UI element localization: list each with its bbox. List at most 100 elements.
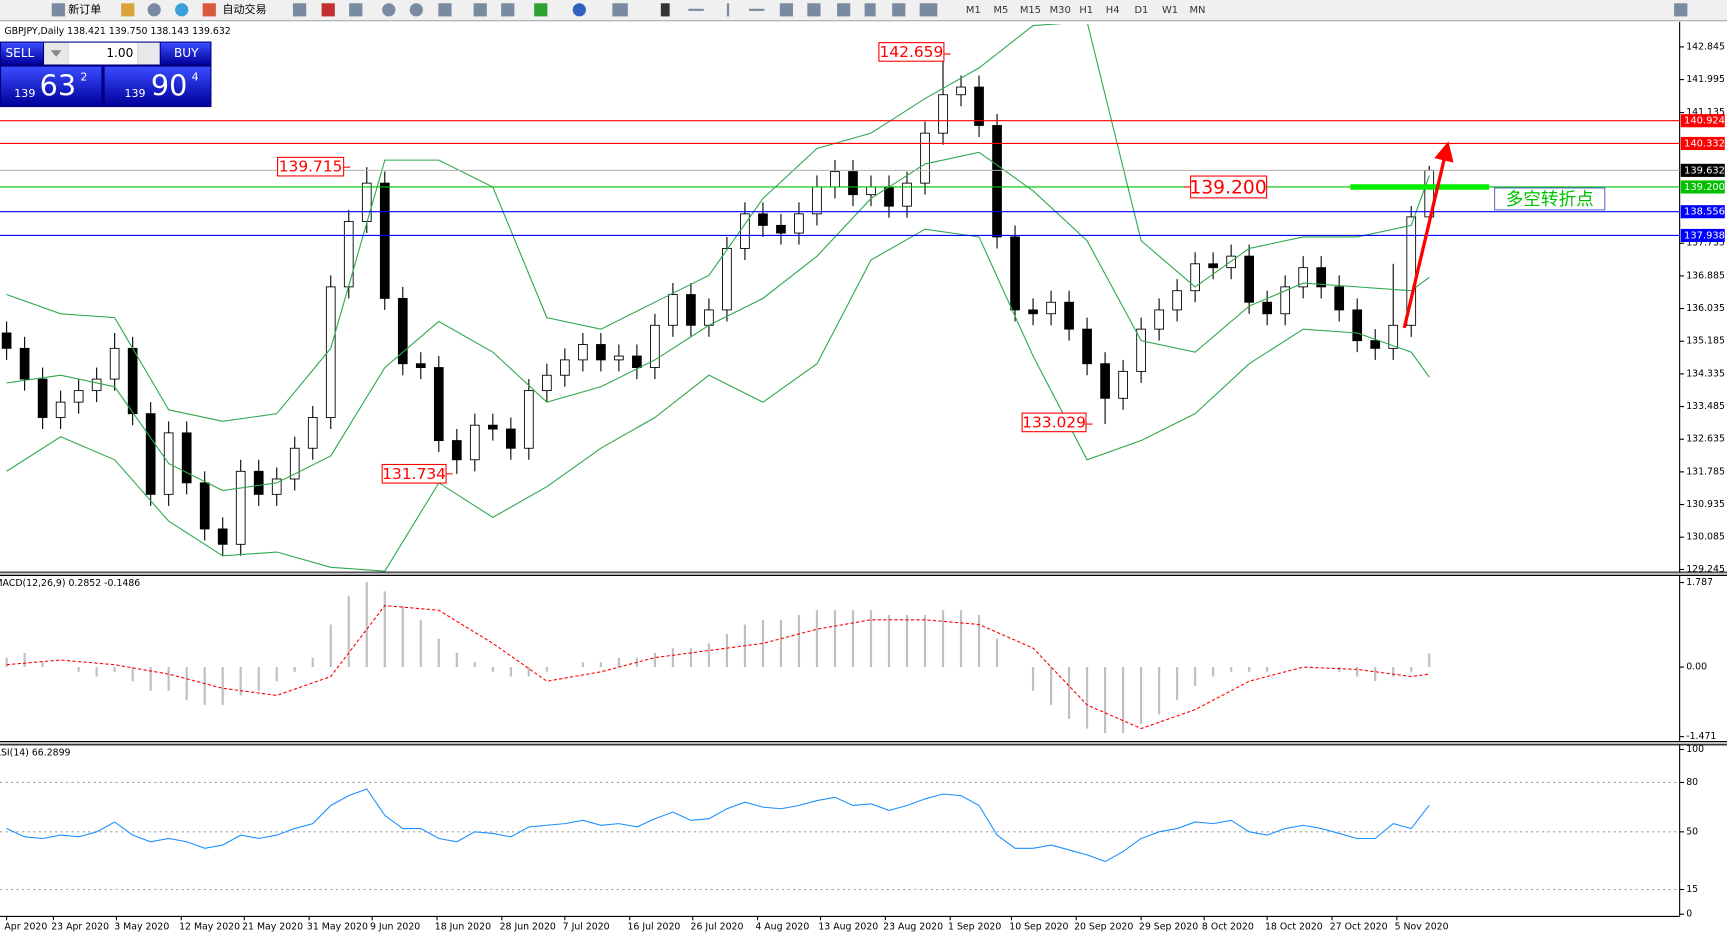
candle-body	[866, 186, 876, 196]
bollinger-upper	[6, 24, 1430, 422]
buy-button[interactable]	[160, 42, 211, 65]
panel-splitter	[0, 572, 1727, 575]
level-tag-label: 140.332	[1684, 138, 1725, 149]
y-tick-label: 137.735	[1686, 238, 1725, 249]
candle-body	[19, 347, 30, 380]
candle-body	[343, 221, 354, 288]
icon[interactable]	[534, 3, 548, 17]
candle-body	[271, 478, 282, 495]
x-tick-label: 1 Sep 2020	[948, 921, 1001, 932]
sell-price-box[interactable]	[1, 66, 102, 107]
x-tick-label: Apr 2020	[4, 921, 47, 932]
candle-body	[433, 367, 444, 442]
icon[interactable]	[919, 3, 938, 17]
candle-body	[469, 424, 480, 461]
x-tick-label: 28 Jun 2020	[500, 921, 556, 932]
x-tick-label: 18 Oct 2020	[1265, 921, 1323, 932]
bollinger-middle	[6, 151, 1430, 492]
icon[interactable]	[292, 3, 307, 17]
icon[interactable]	[51, 3, 65, 17]
candle-body	[542, 374, 552, 392]
macd-panel	[5, 581, 1431, 734]
lots-input[interactable]	[68, 42, 138, 65]
candle-body	[902, 182, 912, 207]
timeframe-button[interactable]: M1	[966, 5, 981, 16]
icon[interactable]	[121, 3, 135, 17]
toolbar-button[interactable]: 新订单	[68, 2, 101, 16]
sell-label: SELL	[6, 46, 35, 60]
icon[interactable]	[382, 3, 396, 17]
icon[interactable]	[438, 3, 452, 17]
timeframe-button[interactable]: M5	[993, 5, 1008, 16]
bid-fraction: 2	[80, 71, 87, 84]
lots-spinner[interactable]	[137, 42, 160, 65]
icon[interactable]	[688, 8, 704, 11]
candle-body	[1136, 328, 1146, 372]
timeframe-button[interactable]: D1	[1134, 5, 1148, 16]
candle-body	[415, 363, 426, 368]
timeframe-button[interactable]: M30	[1050, 5, 1071, 16]
y-tick-label: 50	[1686, 826, 1698, 837]
candle-body	[1244, 255, 1255, 303]
candle-body	[55, 401, 66, 418]
price-label-box	[1021, 412, 1087, 433]
y-tick-label: 1.787	[1686, 577, 1713, 588]
macd-signal	[6, 605, 1430, 730]
icon[interactable]	[473, 3, 487, 17]
indicator-title: MACD(12,26,9) 0.2852 -0.1486	[0, 578, 140, 589]
icon[interactable]	[572, 3, 586, 17]
sell-button[interactable]	[1, 42, 43, 65]
timeframe-button[interactable]: W1	[1162, 5, 1178, 16]
icon[interactable]	[202, 3, 216, 17]
timeframe-button[interactable]: H4	[1106, 5, 1120, 16]
icon[interactable]	[864, 3, 876, 17]
candle-body	[37, 378, 48, 418]
level-tag	[1680, 114, 1725, 128]
icon[interactable]	[612, 3, 628, 17]
icon[interactable]	[748, 8, 765, 11]
price-label: 133.029	[1022, 413, 1086, 431]
timeframe-button[interactable]: M15	[1020, 5, 1041, 16]
candle-body	[992, 125, 1002, 238]
icon[interactable]	[726, 3, 730, 17]
icon[interactable]	[147, 3, 161, 17]
candle-body	[704, 309, 714, 326]
y-tick-label: 136.035	[1686, 303, 1725, 314]
icon[interactable]	[409, 3, 423, 17]
icon[interactable]	[175, 3, 189, 17]
indicator-title: GBPJPY,Daily 138.421 139.750 138.143 139…	[4, 26, 230, 37]
level-tag-label: 137.938	[1684, 230, 1725, 241]
candle-body	[578, 344, 588, 361]
y-tick-label: 142.845	[1686, 41, 1725, 52]
toolbar-button[interactable]: 自动交易	[222, 2, 266, 16]
candle-body	[91, 378, 102, 392]
price-label: 131.734	[382, 465, 446, 483]
buy-price-box[interactable]	[104, 66, 211, 107]
icon[interactable]	[807, 3, 821, 17]
candle-body	[73, 390, 84, 403]
icon[interactable]	[1674, 3, 1688, 17]
icon[interactable]	[349, 3, 363, 17]
toolbar-labels: 新订单 自动交易 M1 M5 M15 M30 H1 H4 D1 W1 MN	[68, 2, 1205, 16]
candle-body	[1028, 309, 1038, 315]
icon[interactable]	[892, 3, 906, 17]
lots-value: 1.00	[106, 46, 133, 60]
candle-body	[379, 182, 390, 299]
level-tag	[1680, 180, 1725, 194]
candle-body	[560, 359, 570, 376]
candle-body	[794, 213, 804, 234]
x-tick-label: 13 Aug 2020	[818, 921, 878, 932]
buy-label: BUY	[174, 46, 199, 60]
icon[interactable]	[779, 3, 794, 17]
icon[interactable]	[837, 3, 851, 17]
icon[interactable]	[660, 3, 670, 17]
price-label-box	[277, 156, 345, 177]
x-tick-label: 29 Sep 2020	[1139, 921, 1198, 932]
icon[interactable]	[321, 3, 335, 17]
signal-text-box	[1494, 187, 1606, 211]
timeframe-button[interactable]: MN	[1190, 5, 1206, 16]
timeframe-button[interactable]: H1	[1079, 5, 1093, 16]
toolbar-icons	[51, 3, 1688, 17]
icon[interactable]	[501, 3, 515, 17]
y-tick-label: 133.485	[1686, 401, 1725, 412]
